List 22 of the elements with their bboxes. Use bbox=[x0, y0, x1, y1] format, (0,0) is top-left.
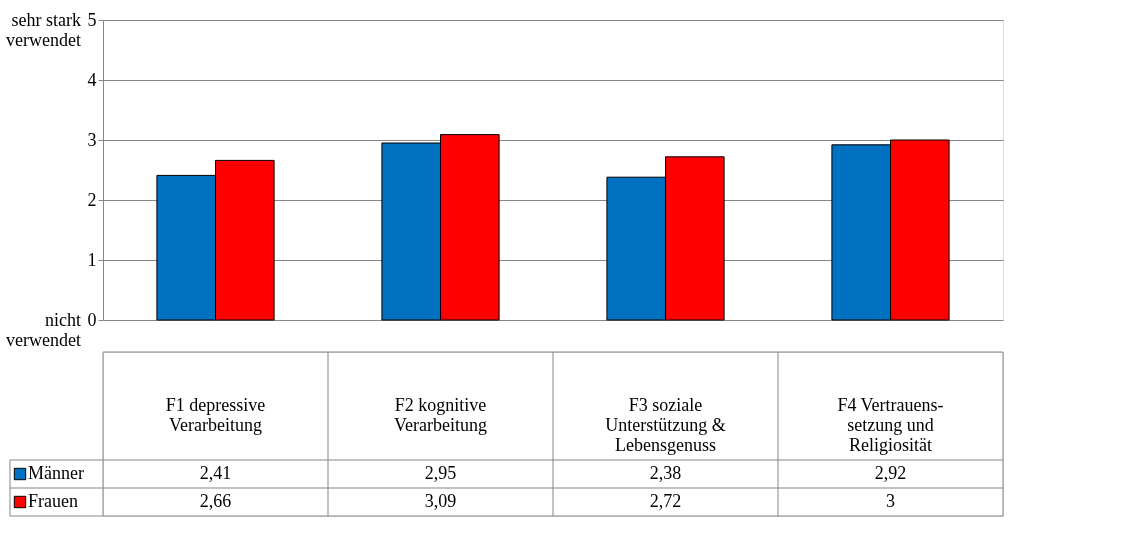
data-label: 3 bbox=[886, 491, 895, 511]
data-label: 2,66 bbox=[199, 491, 232, 511]
data-label: 2,92 bbox=[874, 463, 907, 483]
data-label: 2,72 bbox=[649, 491, 682, 511]
y-tick-label: 4 bbox=[87, 69, 97, 90]
data-label: 2,38 bbox=[649, 463, 682, 483]
data-label: 3,09 bbox=[424, 491, 457, 511]
data-label: 2,95 bbox=[424, 463, 457, 483]
x-tick-label: F1 depressive Verarbeitung bbox=[165, 395, 266, 435]
y-tick-label: 3 bbox=[87, 129, 97, 150]
x-tick-label: F3 soziale Unterstützung & Lebensgenuss bbox=[605, 395, 726, 455]
text: sehr stark verwendet bbox=[6, 10, 81, 50]
y-tick-label: 1 bbox=[87, 249, 97, 270]
x-tick-label: F2 kognitive Verarbeitung bbox=[394, 395, 487, 435]
text: nicht verwendet bbox=[6, 310, 81, 350]
legend-label: Männer bbox=[28, 463, 84, 483]
y-tick-label: 2 bbox=[87, 189, 97, 210]
legend-label: Frauen bbox=[28, 491, 78, 511]
x-tick-label: F4 Vertrauens-setzung und Religiosität bbox=[837, 395, 944, 455]
data-label: 2,41 bbox=[199, 463, 232, 483]
y-tick-label: 0 bbox=[87, 309, 97, 330]
y-tick-label: 5 bbox=[87, 9, 97, 30]
